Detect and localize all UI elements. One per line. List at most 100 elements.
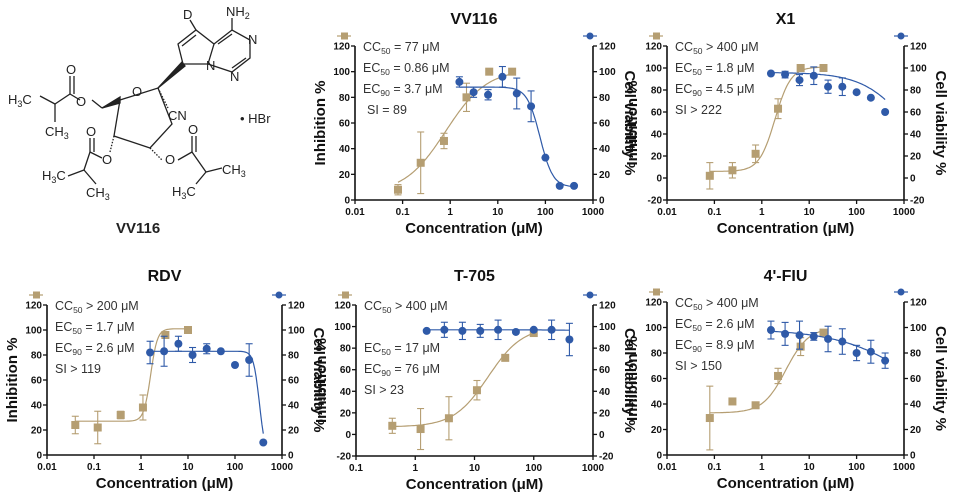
annotation-value: > 222	[687, 103, 722, 117]
data-point-square	[161, 331, 170, 339]
atom-label-ch3: CH3	[45, 124, 69, 141]
data-point-circle	[511, 327, 520, 336]
data-point-circle	[881, 356, 890, 365]
data-point-circle	[160, 347, 169, 356]
annotation-prefix: SI	[675, 359, 687, 373]
y-tick-label-left: 100	[645, 323, 662, 334]
data-point-circle	[455, 77, 464, 86]
annotation-prefix: SI	[55, 362, 67, 376]
annotation-value: = 3.7 μM	[390, 82, 443, 96]
atom-label-o: O	[165, 152, 175, 167]
y-tick-label-right: 60	[599, 365, 611, 376]
series-inhibition	[705, 64, 828, 190]
data-point-square	[728, 397, 737, 406]
y-tick-label-left: 80	[651, 349, 663, 360]
data-point-square	[462, 93, 471, 102]
series-inhibition	[71, 326, 192, 445]
data-point-circle	[809, 332, 818, 341]
bond	[83, 169, 97, 185]
series-viability	[766, 320, 890, 369]
data-point-square	[116, 411, 125, 419]
data-point-square	[388, 421, 397, 430]
y-tick-label-right: 60	[910, 108, 922, 119]
data-point-circle	[146, 348, 155, 357]
annotation-3: SI > 23	[364, 383, 404, 397]
annotation-value: > 400 μM	[703, 40, 759, 54]
annotation-prefix: EC	[675, 82, 692, 96]
annotation-2: EC90 = 4.5 μM	[675, 82, 755, 98]
annotation-prefix: EC	[364, 362, 381, 376]
bond	[54, 93, 71, 105]
bond	[91, 99, 103, 109]
y-axis-label-right: Cell viability %	[310, 327, 327, 432]
data-point-circle	[766, 69, 775, 78]
legend-square-marker	[342, 291, 349, 299]
data-point-circle	[866, 93, 875, 102]
y-axis-label-left: Inhibition %	[624, 336, 641, 421]
series-viability	[146, 335, 268, 447]
annotation-subscript: 90	[72, 347, 82, 357]
atom-label-o: O	[102, 152, 112, 167]
x-tick-label: 1	[138, 462, 144, 473]
bond	[205, 167, 223, 173]
atom-label-h3c: H3C	[172, 184, 196, 201]
data-point-square	[508, 67, 517, 76]
data-point-square	[728, 166, 737, 175]
atom-label-h3c: H3C	[42, 168, 66, 185]
legend-viability	[583, 32, 597, 40]
annotation-0: CC50 > 400 μM	[364, 299, 448, 315]
data-point-circle	[231, 361, 239, 369]
x-axis-label: Concentration (μM)	[406, 476, 544, 493]
data-point-square	[416, 158, 425, 167]
y-tick-label-right: 120	[910, 298, 927, 309]
y-tick-label-right: 0	[288, 451, 294, 462]
y-tick-label-left: 80	[31, 351, 43, 362]
y-tick-label-right: 100	[599, 322, 616, 333]
y-tick-label-left: 20	[651, 425, 663, 436]
y-tick-label-left: 40	[651, 130, 663, 141]
x-tick-label: 1000	[893, 207, 916, 218]
y-tick-label-right: -20	[910, 196, 925, 207]
hash-bond	[157, 87, 169, 109]
data-point-circle	[838, 337, 847, 346]
legend-circle-marker	[275, 291, 283, 299]
legend-square-marker	[653, 288, 660, 296]
y-tick-label-right: 0	[910, 174, 916, 185]
atom-label-nh2: NH2	[226, 4, 250, 21]
data-point-circle	[440, 325, 449, 334]
x-tick-label: 10	[182, 462, 194, 473]
hash-bond	[109, 135, 115, 153]
atom-label-o: O	[76, 94, 86, 109]
x-axis-label: Concentration (μM)	[96, 475, 234, 492]
y-tick-label-left: 80	[651, 86, 663, 97]
annotation-0: CC50 > 200 μM	[55, 299, 139, 315]
annotation-prefix: EC	[675, 61, 692, 75]
y-tick-label-left: 20	[339, 170, 351, 181]
legend-inhibition	[649, 288, 663, 296]
y-tick-label-right: 120	[288, 301, 305, 312]
y-tick-label-right: 40	[910, 400, 922, 411]
atom-label-o: O	[66, 62, 76, 77]
data-point-square	[501, 353, 510, 362]
data-point-circle	[174, 339, 183, 348]
data-point-circle	[494, 325, 503, 334]
legend-square-marker	[341, 32, 348, 40]
annotation-subscript: 50	[693, 302, 703, 312]
data-point-circle	[795, 331, 804, 340]
atom-label-ch3: CH3	[86, 185, 110, 202]
y-tick-label-left: 20	[651, 152, 663, 163]
compound-label: VV116	[116, 220, 160, 237]
y-axis-label-left: Inhibition %	[4, 338, 21, 423]
y-tick-label-left: 120	[334, 301, 351, 312]
annotation-value: > 23	[376, 383, 404, 397]
data-point-circle	[476, 326, 485, 335]
annotation-value: = 4.5 μM	[702, 82, 755, 96]
annotation-prefix: CC	[363, 40, 381, 54]
x-tick-label: 100	[848, 207, 865, 218]
triazine-ring	[207, 29, 251, 73]
bond	[89, 151, 103, 159]
fit-curve	[709, 329, 824, 414]
atom-label-d: D	[183, 7, 192, 22]
annotation-value: = 2.6 μM	[702, 317, 755, 331]
y-tick-label-left: 100	[25, 326, 42, 337]
